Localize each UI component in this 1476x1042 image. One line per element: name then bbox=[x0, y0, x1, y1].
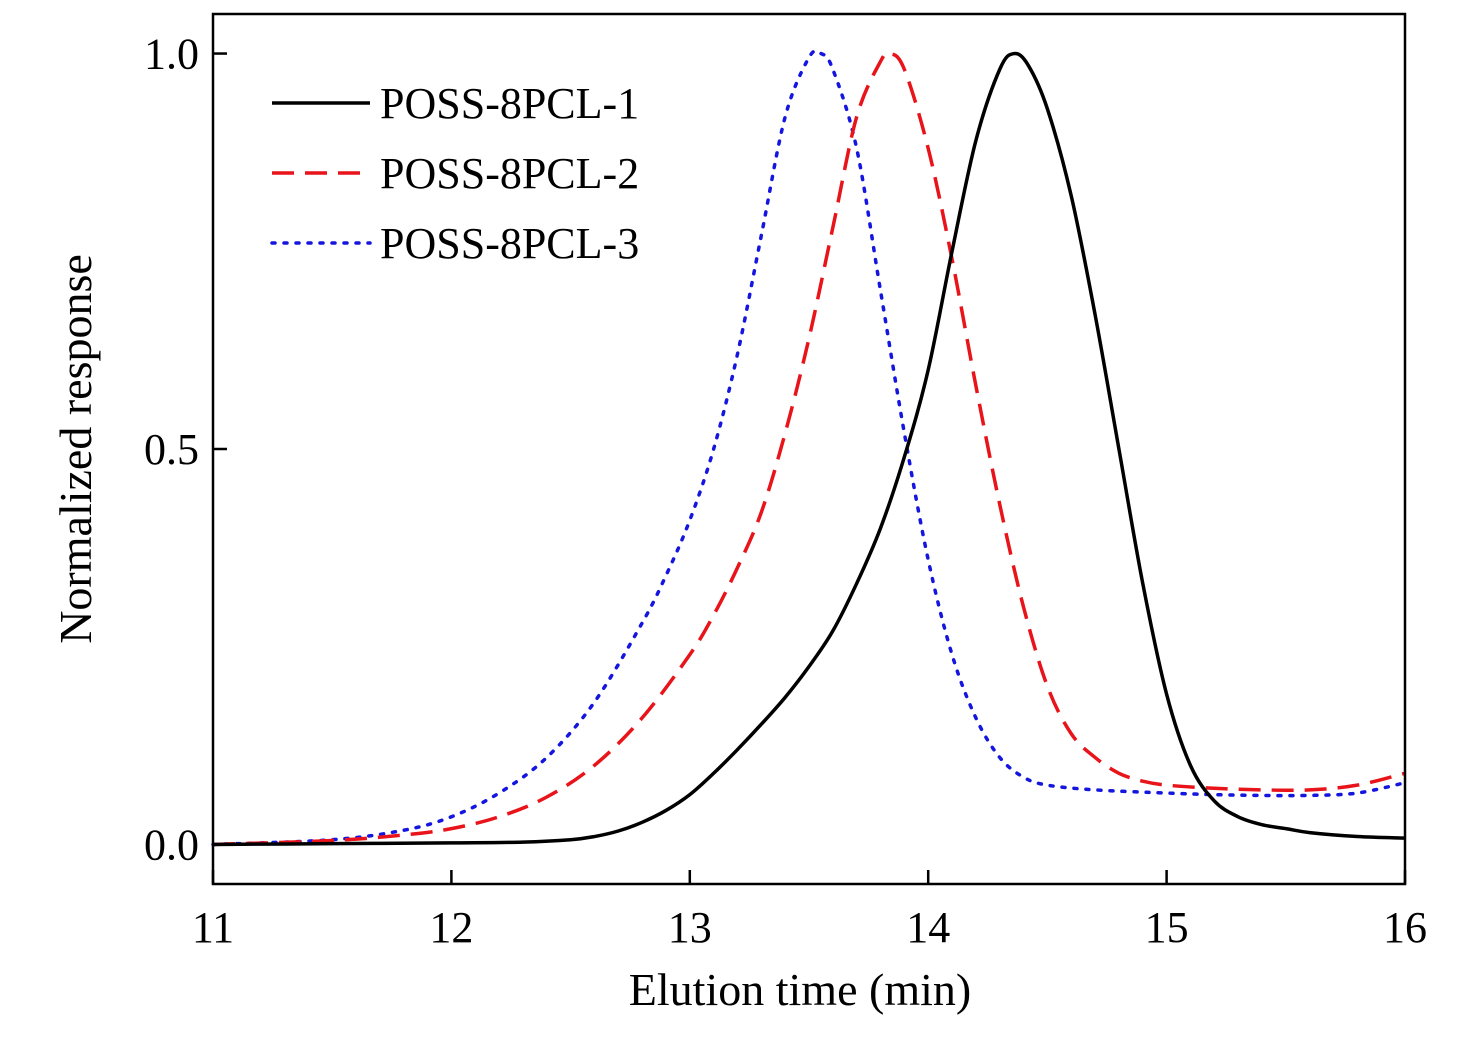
legend-label: POSS-8PCL-1 bbox=[380, 79, 639, 128]
x-tick-label: 12 bbox=[429, 903, 473, 952]
y-axis-ticks: 0.0 0.5 1.0 bbox=[144, 30, 227, 869]
series-layer bbox=[211, 49, 1407, 847]
legend-label: POSS-8PCL-3 bbox=[380, 219, 639, 268]
x-axis-label: Elution time (min) bbox=[629, 964, 971, 1015]
x-axis-ticks: 11 12 13 14 15 16 bbox=[192, 870, 1427, 952]
plot-frame bbox=[211, 12, 1407, 886]
y-tick-label: 1.0 bbox=[144, 30, 199, 79]
y-tick-label: 0.0 bbox=[144, 820, 199, 869]
x-tick-label: 15 bbox=[1145, 903, 1189, 952]
x-tick-label: 14 bbox=[906, 903, 950, 952]
series-line-poss-8pcl-3 bbox=[211, 49, 1407, 847]
y-axis-label: Normalized response bbox=[50, 254, 101, 644]
x-tick-label: 13 bbox=[668, 903, 712, 952]
y-tick-label: 0.5 bbox=[144, 425, 199, 474]
legend: POSS-8PCL-1 POSS-8PCL-2 POSS-8PCL-3 bbox=[270, 79, 639, 268]
legend-label: POSS-8PCL-2 bbox=[380, 149, 639, 198]
series-line-poss-8pcl-1 bbox=[212, 51, 1406, 847]
x-tick-label: 16 bbox=[1383, 903, 1427, 952]
x-tick-label: 11 bbox=[192, 903, 234, 952]
